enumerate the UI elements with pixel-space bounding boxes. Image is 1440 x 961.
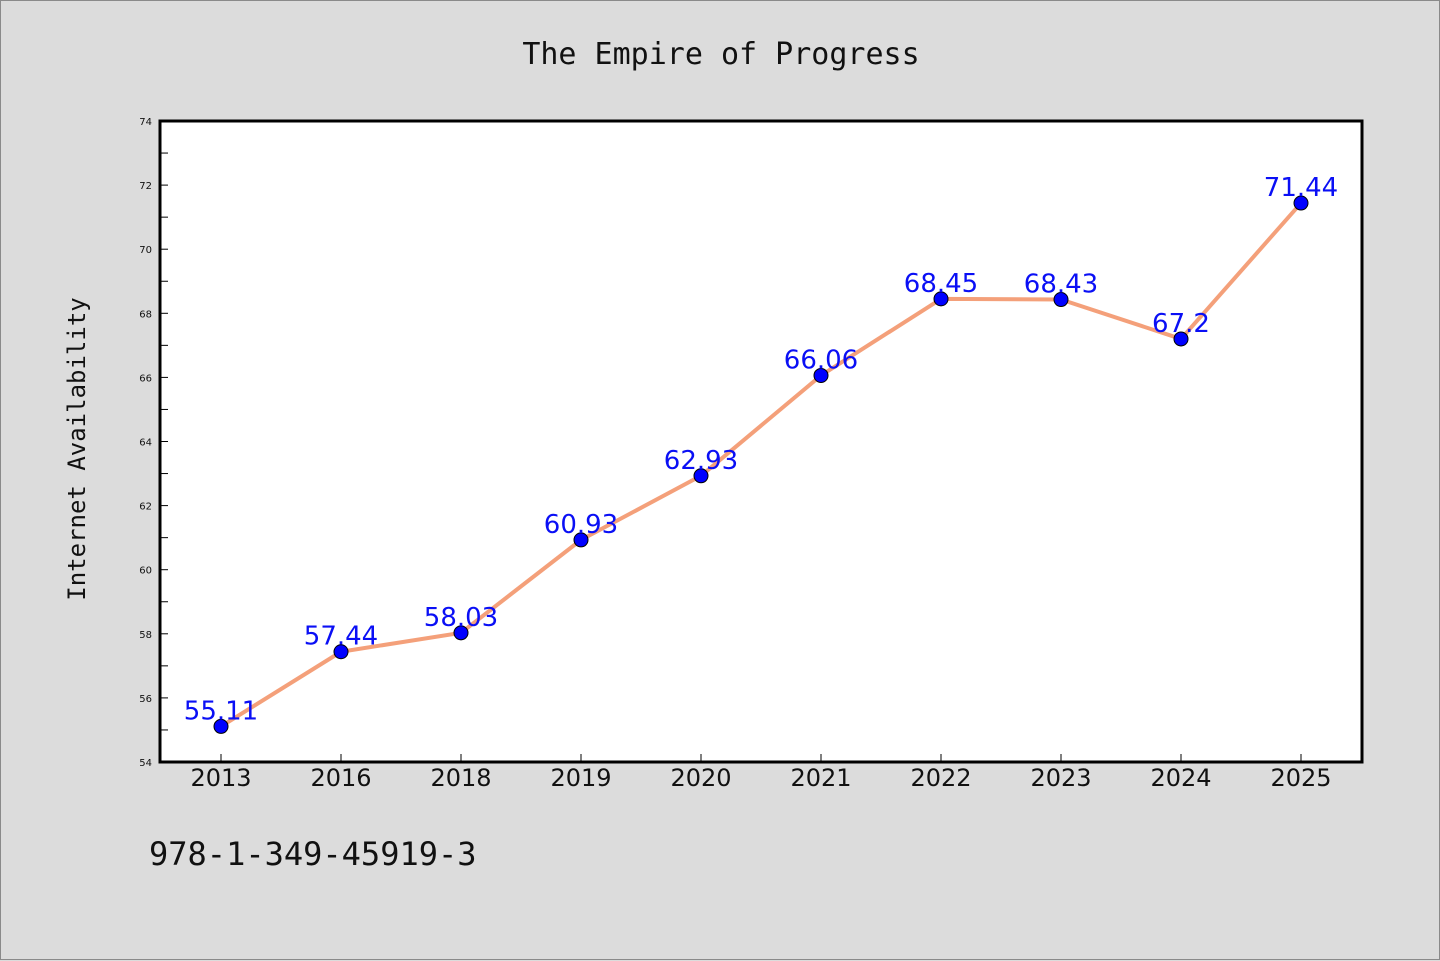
y-tick-label: 70	[139, 245, 152, 256]
x-tick-label: 2025	[1270, 764, 1331, 792]
y-axis-label: Internet Availability	[63, 297, 91, 600]
y-tick-label: 68	[139, 309, 152, 320]
x-tick-label: 2018	[430, 764, 491, 792]
y-tick-label: 60	[139, 566, 152, 577]
x-tick-label: 2013	[190, 764, 251, 792]
data-point	[1173, 331, 1189, 347]
y-tick-label: 74	[139, 117, 152, 128]
x-tick-label: 2019	[550, 764, 611, 792]
x-tick-label: 2016	[310, 764, 371, 792]
x-tick-label: 2022	[910, 764, 971, 792]
data-label: 62.93	[664, 446, 738, 476]
data-point	[213, 718, 229, 734]
data-labels: 55.11 57.44 58.03 60.93 62.93 66.06 68.45 68.43…	[184, 173, 1338, 726]
data-label: 55.11	[184, 696, 258, 726]
series-line	[219, 201, 1303, 729]
series-layer	[213, 195, 1309, 734]
data-point	[813, 367, 829, 383]
data-point	[933, 291, 949, 307]
data-label: 68.45	[904, 269, 978, 299]
data-label: 66.06	[784, 345, 858, 375]
data-label: 67.2	[1152, 309, 1210, 339]
data-label: 57.44	[304, 622, 378, 652]
y-tick-label: 58	[139, 630, 152, 641]
data-label: 60.93	[544, 510, 618, 540]
chart-title: The Empire of Progress	[522, 37, 919, 72]
data-point	[453, 625, 469, 641]
data-label: 71.44	[1264, 173, 1338, 203]
x-tick-label: 2021	[790, 764, 851, 792]
footer-isbn: 978-1-349-45919-3	[149, 835, 477, 873]
y-tick-label: 56	[139, 694, 152, 705]
y-tick-label: 66	[139, 373, 152, 384]
data-label: 58.03	[424, 603, 498, 633]
plot-border	[158, 119, 1364, 764]
data-point	[693, 468, 709, 484]
data-point	[1053, 292, 1069, 308]
y-tick-label: 72	[139, 181, 152, 192]
x-tick-label: 2024	[1150, 764, 1211, 792]
y-tick-label: 64	[139, 438, 152, 449]
axis-ticks: 54 56 58 60 62 64 66 68 70 72 74 2013 2016 2018 2019 20…	[139, 117, 1331, 792]
data-point	[333, 644, 349, 660]
data-point	[1293, 195, 1309, 211]
data-point	[573, 532, 589, 548]
x-tick-label: 2023	[1030, 764, 1091, 792]
x-tick-label: 2020	[670, 764, 731, 792]
y-tick-label: 54	[139, 758, 152, 769]
data-label: 68.43	[1024, 270, 1098, 300]
plot-area	[160, 121, 1362, 762]
y-tick-label: 62	[139, 502, 152, 513]
